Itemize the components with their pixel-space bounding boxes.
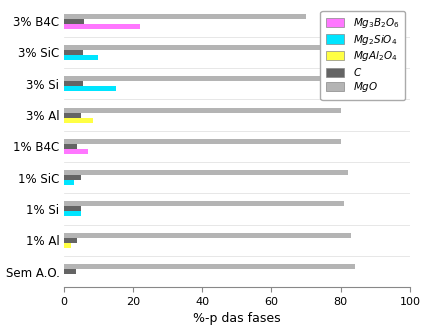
Bar: [63, 45, 327, 50]
Bar: [63, 139, 341, 144]
Bar: [63, 118, 93, 122]
Bar: [63, 24, 140, 29]
Bar: [63, 86, 115, 91]
Bar: [63, 55, 98, 60]
Legend: $Mg_3B_2O_6$, $Mg_2SiO_4$, $MgAl_2O_4$, $C$, $MgO$: $Mg_3B_2O_6$, $Mg_2SiO_4$, $MgAl_2O_4$, …: [320, 11, 405, 100]
Bar: [63, 50, 83, 55]
Bar: [63, 243, 71, 248]
Bar: [63, 170, 348, 175]
Bar: [63, 19, 84, 24]
Bar: [63, 180, 74, 185]
Bar: [63, 202, 344, 207]
Bar: [63, 149, 88, 154]
Bar: [63, 113, 81, 118]
Bar: [63, 14, 306, 19]
Bar: [63, 264, 354, 269]
Bar: [63, 212, 81, 216]
X-axis label: %-p das fases: %-p das fases: [193, 312, 281, 325]
Bar: [63, 207, 81, 212]
Bar: [63, 108, 341, 113]
Bar: [63, 144, 78, 149]
Bar: [63, 76, 323, 81]
Bar: [63, 175, 81, 180]
Bar: [63, 269, 76, 274]
Bar: [63, 233, 351, 238]
Bar: [63, 81, 83, 86]
Bar: [63, 238, 78, 243]
